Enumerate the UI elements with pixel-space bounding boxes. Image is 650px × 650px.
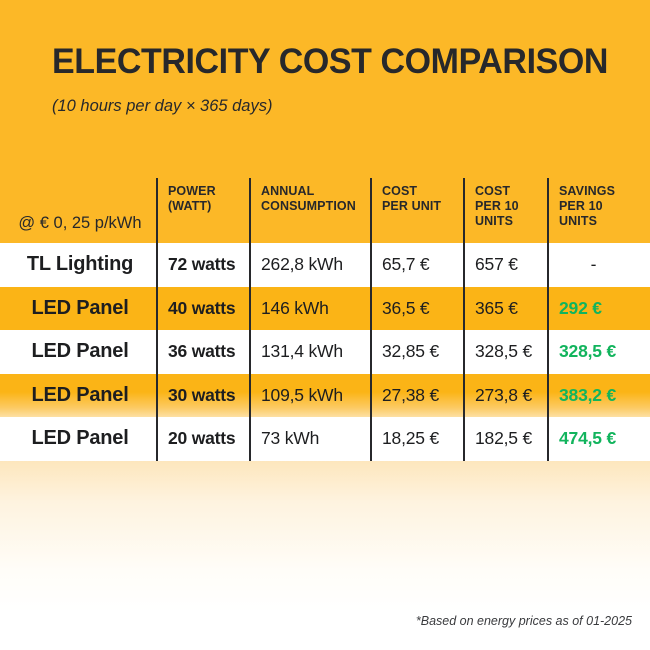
cost-per-unit-value: 65,7 € [382, 254, 430, 275]
cell-cost-per-10-units: 328,5 € [463, 330, 547, 374]
header-cell-power: POWER (WATT) [156, 172, 249, 243]
footnote: *Based on energy prices as of 01-2025 [415, 614, 632, 628]
cell-cost-per-unit: 18,25 € [370, 417, 463, 461]
lamp-name: LED Panel [31, 383, 129, 406]
cost-per-10-units-value: 365 € [475, 297, 518, 318]
column-header-label: SAVINGS PER 10 UNITS [559, 184, 616, 228]
cost-per-10-units-value: 273,8 € [475, 384, 532, 405]
column-header-label: ANNUAL CONSUMPTION [261, 184, 356, 213]
cell-annual-consumption: 73 kWh [249, 417, 370, 461]
table-row: LED Panel 40 watts 146 kWh 36,5 € 365 € … [0, 286, 650, 331]
cell-annual-consumption: 131,4 kWh [249, 330, 370, 374]
header-cell-cost-per-10-units: COST PER 10 UNITS [463, 172, 547, 243]
annual-consumption-value: 131,4 kWh [261, 341, 343, 362]
savings-value: 383,2 € [559, 384, 616, 405]
page-subtitle: (10 hours per day × 365 days) [52, 96, 273, 115]
title-block: ELECTRICITY COST COMPARISON (10 hours pe… [52, 42, 622, 116]
cell-lamp: LED Panel [0, 330, 156, 374]
cost-per-10-units-value: 182,5 € [475, 428, 532, 449]
cell-savings-per-10-units: - [547, 243, 650, 287]
lamp-name: LED Panel [31, 296, 129, 319]
cell-savings-per-10-units: 292 € [547, 286, 650, 331]
header-cell-rate: @ € 0, 25 p/kWh [0, 172, 156, 243]
table-row: LED Panel 30 watts 109,5 kWh 27,38 € 273… [0, 373, 650, 418]
table-row: TL Lighting 72 watts 262,8 kWh 65,7 € 65… [0, 243, 650, 287]
cell-annual-consumption: 146 kWh [249, 286, 370, 331]
power-value: 30 watts [168, 384, 236, 405]
cell-cost-per-unit: 65,7 € [370, 243, 463, 287]
cell-power: 30 watts [156, 373, 249, 418]
cell-savings-per-10-units: 383,2 € [547, 373, 650, 418]
savings-value: 474,5 € [559, 428, 616, 449]
cell-lamp: LED Panel [0, 374, 156, 418]
bottom-fade-gradient [0, 460, 650, 650]
rate-label: @ € 0, 25 p/kWh [18, 214, 142, 232]
lamp-name: TL Lighting [26, 253, 134, 276]
column-header-label: COST PER 10 UNITS [475, 184, 519, 228]
annual-consumption-value: 146 kWh [261, 297, 329, 318]
cell-cost-per-10-units: 182,5 € [463, 417, 547, 461]
cell-cost-per-10-units: 273,8 € [463, 373, 547, 418]
cost-per-10-units-value: 657 € [475, 254, 518, 275]
cost-comparison-table: @ € 0, 25 p/kWh POWER (WATT) ANNUAL CONS… [0, 172, 650, 461]
savings-value: 292 € [559, 297, 602, 318]
cell-lamp: LED Panel [0, 417, 156, 461]
table-header-row: @ € 0, 25 p/kWh POWER (WATT) ANNUAL CONS… [0, 172, 650, 243]
cell-annual-consumption: 109,5 kWh [249, 373, 370, 418]
cell-power: 20 watts [156, 417, 249, 461]
cell-power: 40 watts [156, 286, 249, 331]
cell-annual-consumption: 262,8 kWh [249, 243, 370, 287]
cell-cost-per-unit: 27,38 € [370, 373, 463, 418]
cell-power: 36 watts [156, 330, 249, 374]
lamp-name: LED Panel [31, 340, 129, 363]
cell-cost-per-10-units: 365 € [463, 286, 547, 331]
cell-cost-per-10-units: 657 € [463, 243, 547, 287]
lamp-name: LED Panel [31, 427, 129, 450]
column-header-label: COST PER UNIT [382, 184, 442, 213]
cell-cost-per-unit: 36,5 € [370, 286, 463, 331]
annual-consumption-value: 73 kWh [261, 428, 320, 449]
savings-value: - [590, 254, 597, 275]
cell-lamp: TL Lighting [0, 243, 156, 287]
power-value: 40 watts [168, 297, 236, 318]
cost-per-unit-value: 27,38 € [382, 384, 439, 405]
cost-per-unit-value: 18,25 € [382, 428, 439, 449]
cell-savings-per-10-units: 328,5 € [547, 330, 650, 374]
column-header-label: POWER (WATT) [168, 184, 216, 213]
cell-lamp: LED Panel [0, 287, 156, 331]
power-value: 36 watts [168, 341, 236, 362]
cost-per-unit-value: 36,5 € [382, 297, 430, 318]
power-value: 20 watts [168, 428, 236, 449]
cost-per-10-units-value: 328,5 € [475, 341, 532, 362]
header-cell-annual-consumption: ANNUAL CONSUMPTION [249, 172, 370, 243]
savings-value: 328,5 € [559, 341, 616, 362]
page-title: ELECTRICITY COST COMPARISON [52, 42, 609, 81]
cell-cost-per-unit: 32,85 € [370, 330, 463, 374]
table-row: LED Panel 20 watts 73 kWh 18,25 € 182,5 … [0, 417, 650, 461]
cell-savings-per-10-units: 474,5 € [547, 417, 650, 461]
header-cell-cost-per-unit: COST PER UNIT [370, 172, 463, 243]
table-row: LED Panel 36 watts 131,4 kWh 32,85 € 328… [0, 330, 650, 374]
cost-per-unit-value: 32,85 € [382, 341, 439, 362]
annual-consumption-value: 262,8 kWh [261, 254, 343, 275]
power-value: 72 watts [168, 254, 236, 275]
cell-power: 72 watts [156, 243, 249, 287]
header-cell-savings-per-10-units: SAVINGS PER 10 UNITS [547, 172, 650, 243]
annual-consumption-value: 109,5 kWh [261, 384, 343, 405]
